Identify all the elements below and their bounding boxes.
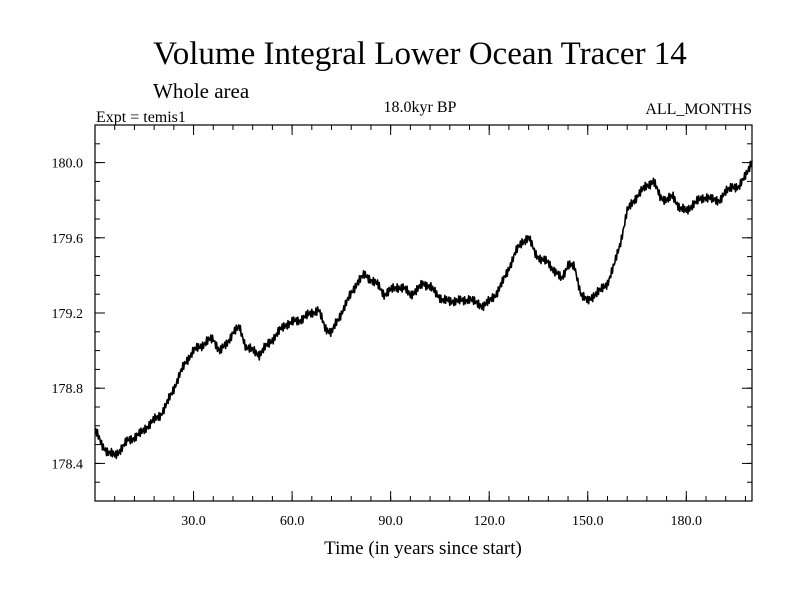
x-tick-label: 90.0 <box>378 514 403 529</box>
series-line <box>94 160 753 460</box>
x-tick-label: 150.0 <box>572 514 604 529</box>
axis-tick-labels: 30.0 60.0 90.0 120.0 150.0 180.0 178.4 178.8 179… <box>52 157 703 529</box>
series-group <box>94 160 753 460</box>
chart-title: Volume Integral Lower Ocean Tracer 14 <box>153 36 687 72</box>
y-tick-label: 179.2 <box>52 307 84 322</box>
x-tick-label: 60.0 <box>280 514 305 529</box>
x-tick-label: 30.0 <box>181 514 206 529</box>
months-label: ALL_MONTHS <box>645 101 752 118</box>
expt-label: Expt = temis1 <box>96 109 186 126</box>
y-tick-label: 178.4 <box>52 457 84 472</box>
x-tick-label: 120.0 <box>473 514 505 529</box>
x-axis-label: Time (in years since start) <box>324 538 522 559</box>
axis-ticks <box>95 125 752 501</box>
y-tick-label: 179.6 <box>52 232 84 247</box>
chart-subtitle: Whole area <box>153 79 250 103</box>
x-tick-label: 180.0 <box>671 514 703 529</box>
y-tick-label: 178.8 <box>52 382 84 397</box>
period-label: 18.0kyr BP <box>384 99 457 116</box>
y-tick-label: 180.0 <box>52 157 84 172</box>
